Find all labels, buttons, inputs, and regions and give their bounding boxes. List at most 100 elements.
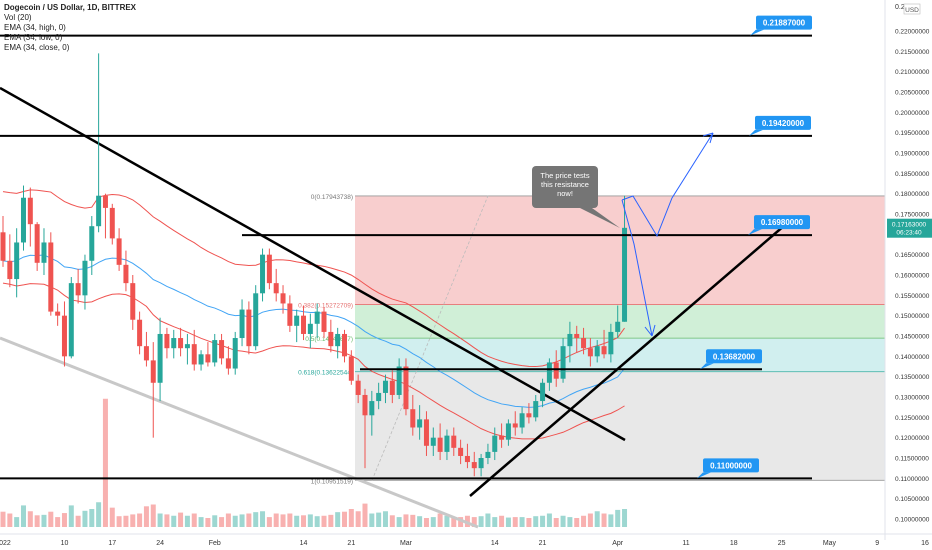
fib-level-label: 0.382(0.15272709) — [298, 303, 353, 310]
time-tick-label: 21 — [539, 540, 547, 547]
fib-level-label: 0(0.17943738) — [311, 194, 353, 201]
candle-body — [485, 451, 491, 458]
indicator-ema-low[interactable]: EMA (34, low, 0) — [4, 33, 63, 42]
volume-bar — [526, 518, 532, 527]
volume-bar — [587, 513, 593, 527]
volume-bar — [348, 509, 354, 527]
price-axis[interactable]: 0.10000000 0.10500000 0.11000000 0.11500000… — [884, 0, 932, 540]
candle-body — [287, 303, 293, 326]
volume-bar — [41, 514, 47, 527]
candle-body — [389, 380, 395, 395]
candle-body — [75, 283, 81, 296]
callout-text: this resistance — [541, 180, 589, 189]
candle-body — [601, 346, 607, 355]
uptrend-line — [469, 224, 786, 497]
price-tick-label: 0.13000000 — [895, 395, 930, 402]
candle-body — [273, 283, 279, 294]
candle-body — [150, 360, 156, 383]
volume-bar — [581, 515, 587, 527]
candle-body — [212, 340, 218, 363]
indicator-ema-high[interactable]: EMA (34, high, 0) — [4, 23, 66, 32]
volume-bar — [485, 513, 491, 527]
level-label: 0.16980000 — [761, 218, 804, 227]
candle-body — [55, 311, 61, 316]
time-axis[interactable]: 2022 10 17 24 Feb 14 21 Mar 14 21 Apr 11 18 25 May 9 16 — [0, 533, 932, 547]
candle-body — [205, 354, 211, 363]
candle-body — [376, 392, 382, 402]
candle-body — [587, 348, 593, 357]
time-tick-label: 14 — [300, 540, 308, 547]
time-tick-label: Apr — [612, 540, 624, 547]
volume-bar — [143, 506, 149, 527]
candle-body — [116, 238, 122, 265]
volume-bar — [102, 398, 108, 527]
callout-text: now! — [557, 189, 573, 198]
candle-body — [608, 331, 614, 355]
price-tick-label: 0.15500000 — [895, 293, 930, 300]
volume-bar — [171, 515, 177, 527]
level-label-pointer — [748, 229, 762, 236]
volume-bar — [184, 515, 190, 527]
time-tick-label: 14 — [491, 540, 499, 547]
candle-body — [82, 260, 88, 296]
candle-body — [512, 423, 518, 428]
time-tick-label: May — [823, 540, 837, 547]
volume-bar — [519, 517, 525, 527]
candle-body — [560, 346, 566, 379]
candle-body — [471, 462, 477, 469]
level-label-pointer — [697, 472, 711, 479]
candle-body — [20, 197, 26, 243]
volume-bar — [417, 516, 423, 527]
ema-close-line — [2, 254, 625, 408]
candle-body — [369, 401, 375, 416]
fib-level-label: 1(0.10951519) — [311, 478, 353, 485]
price-tick-label: 0.20000000 — [895, 110, 930, 117]
level-label: 0.21887000 — [763, 19, 806, 28]
price-tick-label: 0.14500000 — [895, 334, 930, 341]
candle-body — [61, 315, 67, 357]
candle-body — [301, 315, 307, 334]
price-tick-label: 0.18000000 — [895, 191, 930, 198]
price-tick-label: 0.21500000 — [895, 49, 930, 56]
price-tick-label: 0.20500000 — [895, 90, 930, 97]
volume-bar — [232, 515, 238, 527]
volume-bar — [622, 509, 628, 527]
candle-body — [451, 435, 457, 448]
time-tick-label: Feb — [209, 540, 221, 547]
fib-zone — [355, 304, 885, 339]
candle-body — [410, 409, 416, 428]
volume-bar — [403, 514, 409, 527]
candle-body — [48, 242, 54, 312]
volume-bar — [225, 513, 231, 527]
volume-bar — [444, 515, 450, 527]
volume-bar — [205, 518, 211, 527]
volume-bar — [362, 503, 368, 527]
candle-body — [137, 319, 143, 347]
fib-diagonal — [371, 195, 489, 481]
volume-bar — [533, 516, 539, 527]
symbol-title[interactable]: Dogecoin / US Dollar, 1D, BITTREX — [4, 3, 137, 12]
indicator-ema-close[interactable]: EMA (34, close, 0) — [4, 43, 70, 52]
volume-bar — [321, 515, 327, 527]
fib-zone — [355, 371, 885, 481]
volume-bar — [61, 513, 67, 527]
level-label-pointer — [700, 363, 714, 370]
candle-body — [280, 293, 286, 304]
volume-bar — [260, 511, 266, 527]
last-price-value: 0.17163000 — [892, 222, 927, 229]
candle-body — [89, 226, 95, 261]
candle-body — [225, 358, 231, 369]
candle-body — [622, 227, 628, 322]
level-label: 0.11000000 — [710, 461, 752, 470]
candle-body — [430, 437, 436, 446]
volume-bar — [546, 513, 552, 527]
indicator-vol[interactable]: Vol (20) — [4, 13, 32, 22]
candle-body — [0, 232, 6, 261]
price-tick-label: 0.18500000 — [895, 171, 930, 178]
candle-body — [7, 260, 13, 280]
price-tick-label: 0.16500000 — [895, 252, 930, 259]
candle-body — [526, 413, 532, 418]
candle-body — [505, 423, 511, 440]
candle-body — [594, 346, 600, 357]
fib-zone — [355, 195, 885, 305]
